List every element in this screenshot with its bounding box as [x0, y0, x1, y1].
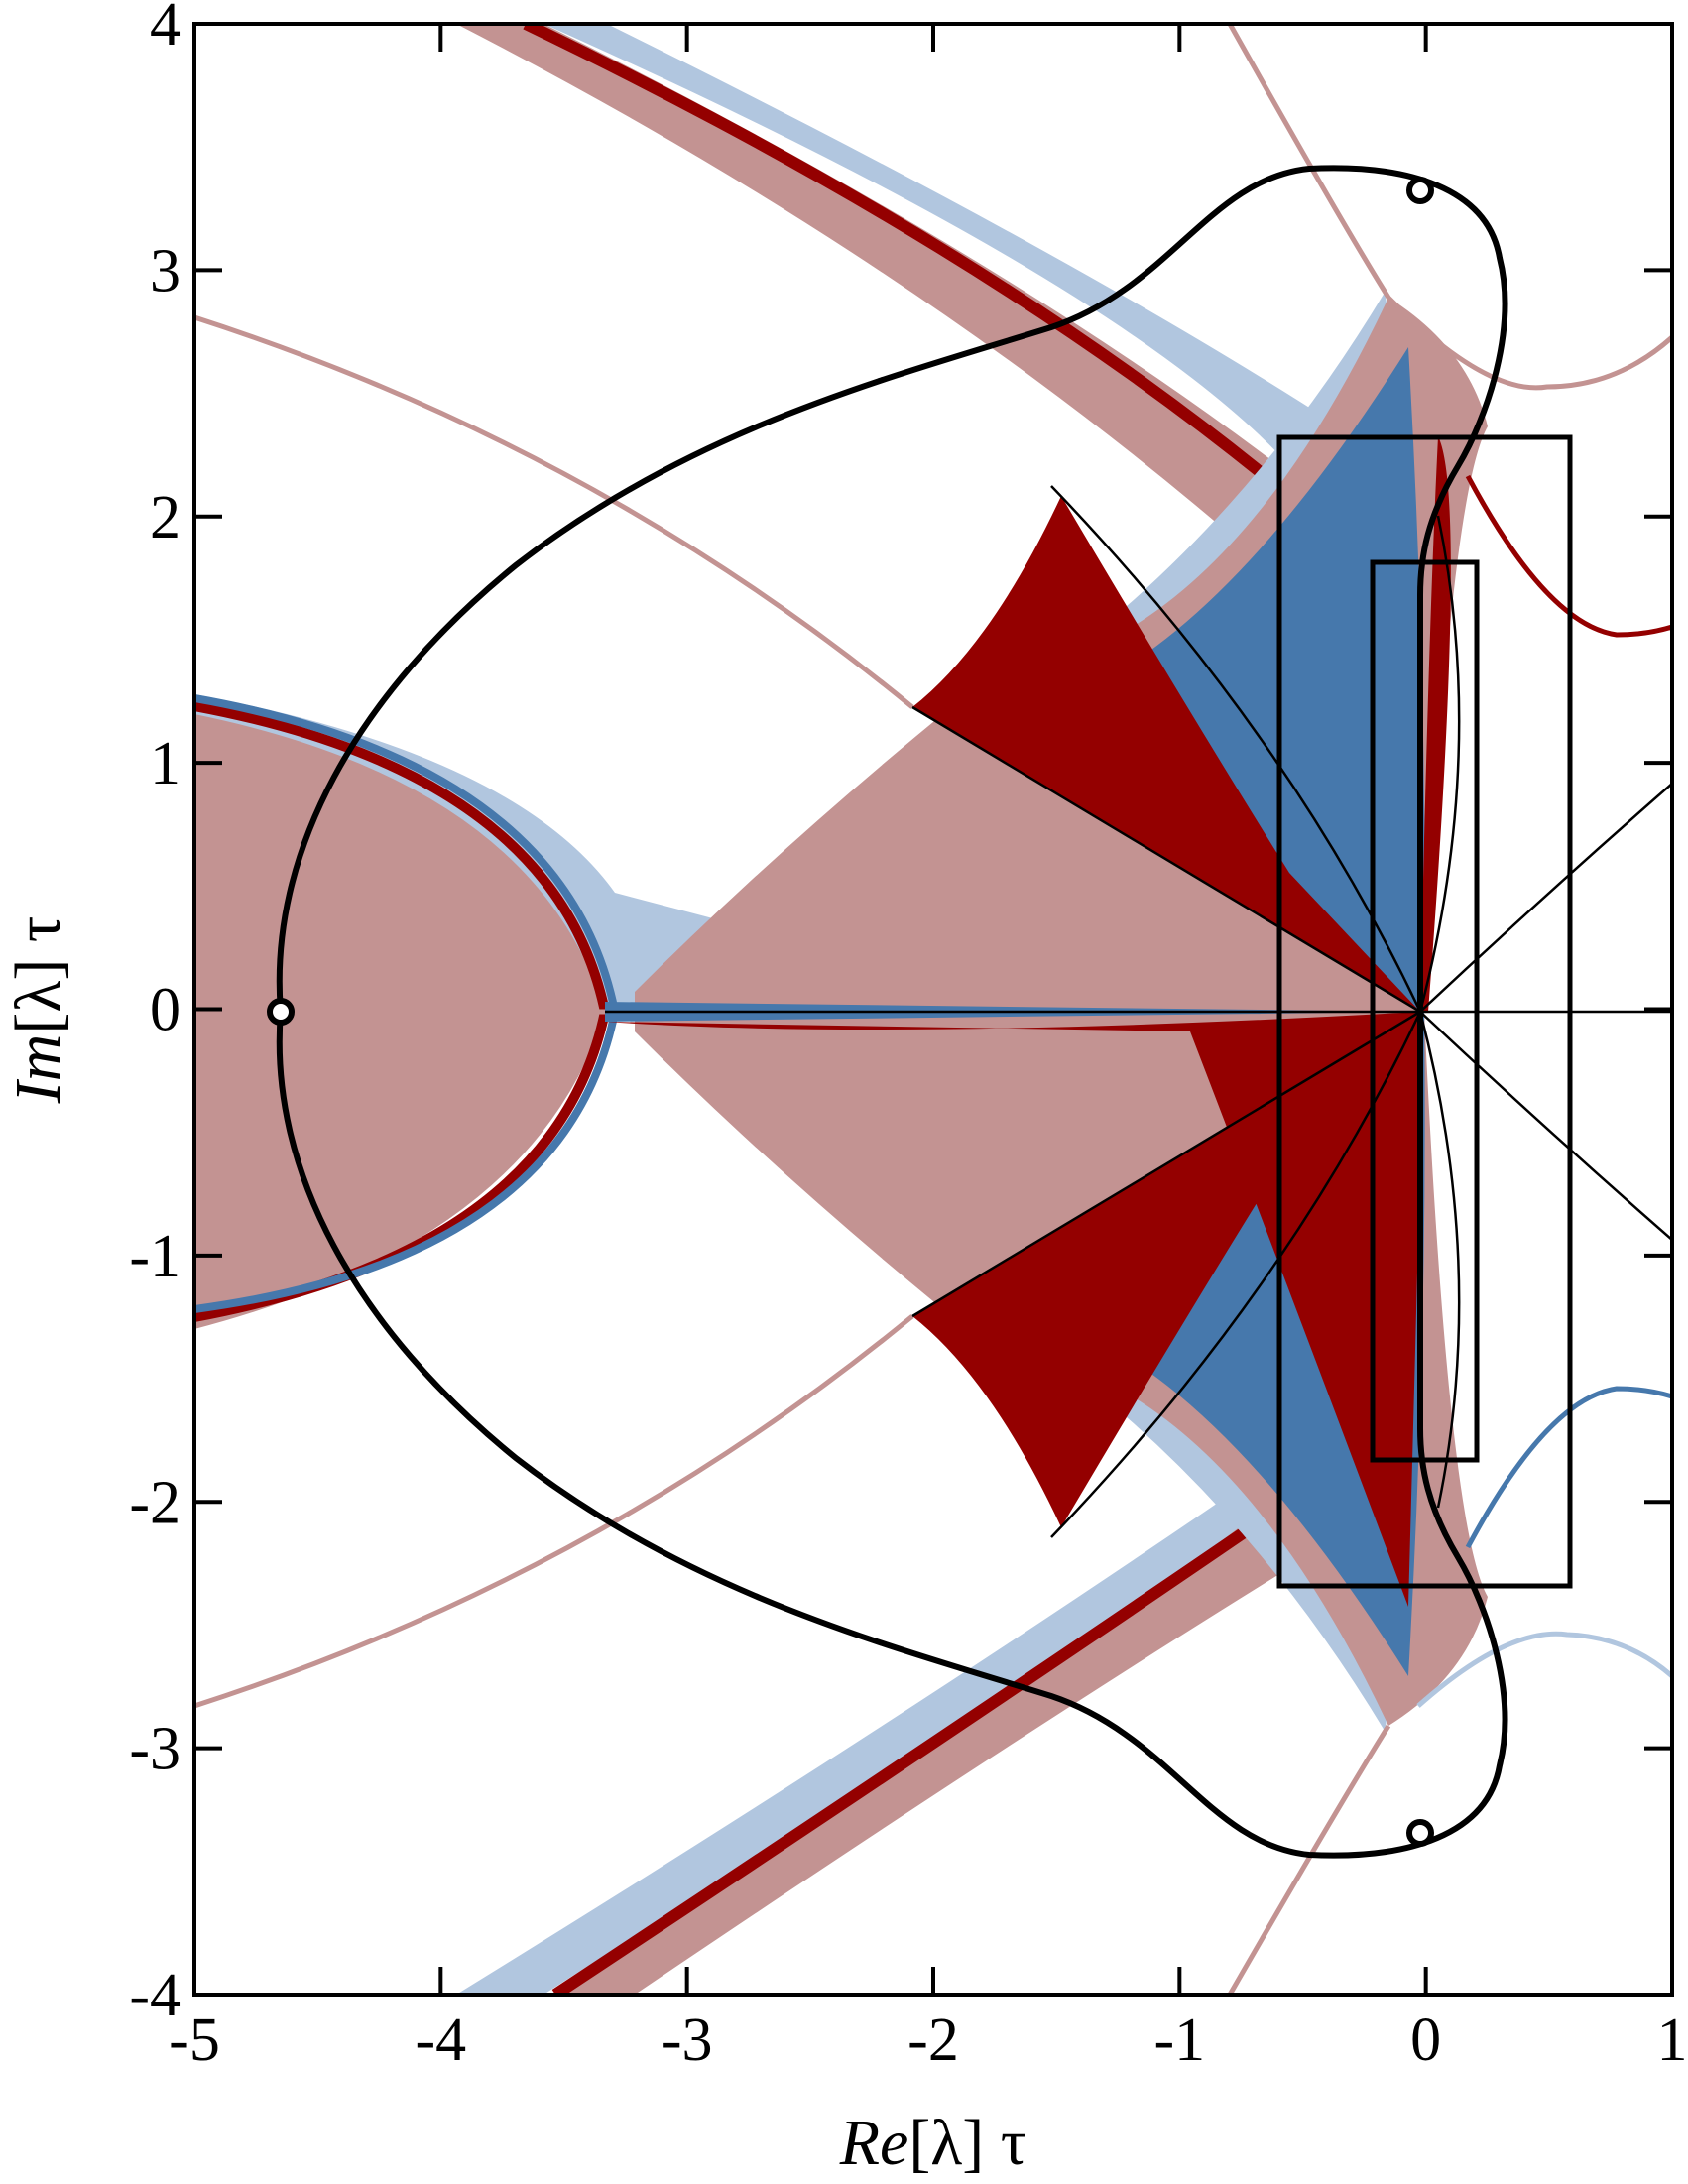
ray-upper-left	[911, 705, 1421, 1014]
region-lower-band-red-line	[551, 1483, 1313, 1995]
contour-lower-blue-edge	[1050, 1011, 1422, 1538]
contour-left-pink-upper	[194, 314, 914, 709]
y-tick-label: 1	[150, 730, 181, 797]
x-tick-label: -4	[416, 2006, 467, 2074]
region-upper-band-red-line	[523, 24, 1293, 501]
region-lower-band-outer-blue	[456, 1488, 1289, 1995]
contour-upper-blue-edge	[1050, 485, 1422, 1013]
y-tick-label: 4	[150, 0, 181, 59]
marker-top	[1406, 177, 1434, 204]
plot-area	[194, 24, 1672, 1995]
ray-lower-left	[911, 1010, 1421, 1318]
region-left-lower-pink	[194, 1012, 605, 1329]
y-tick-label: -1	[129, 1223, 181, 1290]
contour-right-red	[1465, 474, 1672, 638]
y-axis-label: Im[λ] τ	[2, 916, 74, 1105]
x-tick-label: -1	[1154, 2006, 1206, 2074]
y-tick-label: 2	[150, 484, 181, 551]
x-axis-label: Re[λ] τ	[839, 2107, 1027, 2179]
ray-lower-right	[1419, 1011, 1672, 1241]
ray-upper-right	[1419, 783, 1672, 1013]
x-axis-ticks: -5 -4 -3 -2 -1 0 1	[169, 24, 1688, 2074]
contour-right-light-blue	[1416, 1631, 1672, 1708]
marker-bottom	[1406, 1819, 1434, 1847]
inner-rectangle	[1370, 559, 1480, 1463]
y-axis-ticks: -4 -3 -2 -1 0 1 2 3 4	[129, 0, 1672, 2029]
x-tick-label: -3	[662, 2006, 713, 2074]
x-tick-label: 0	[1410, 2006, 1441, 2074]
contour-right-blue	[1465, 1386, 1672, 1549]
y-tick-label: -3	[129, 1716, 181, 1783]
outer-rectangle	[1276, 434, 1573, 1589]
contour-bottom-right-pink	[1227, 1724, 1391, 1995]
x-tick-label: 1	[1657, 2006, 1688, 2074]
contour-left-pink-lower	[194, 1314, 914, 1709]
region-left-pink-band	[194, 714, 605, 1012]
y-tick-label: 0	[150, 977, 181, 1044]
x-tick-label: -2	[907, 2006, 959, 2074]
y-tick-label: 3	[150, 237, 181, 304]
contour-top-right-pink	[1227, 24, 1672, 391]
x-tick-label: -5	[169, 2006, 220, 2074]
marker-left	[267, 998, 295, 1026]
contour-inner-lobe	[1418, 515, 1461, 1509]
y-tick-label: -4	[129, 1962, 181, 2029]
main-black-contour	[276, 165, 1508, 1859]
region-upper-band-pink	[456, 24, 1279, 526]
y-tick-label: -2	[129, 1469, 181, 1536]
